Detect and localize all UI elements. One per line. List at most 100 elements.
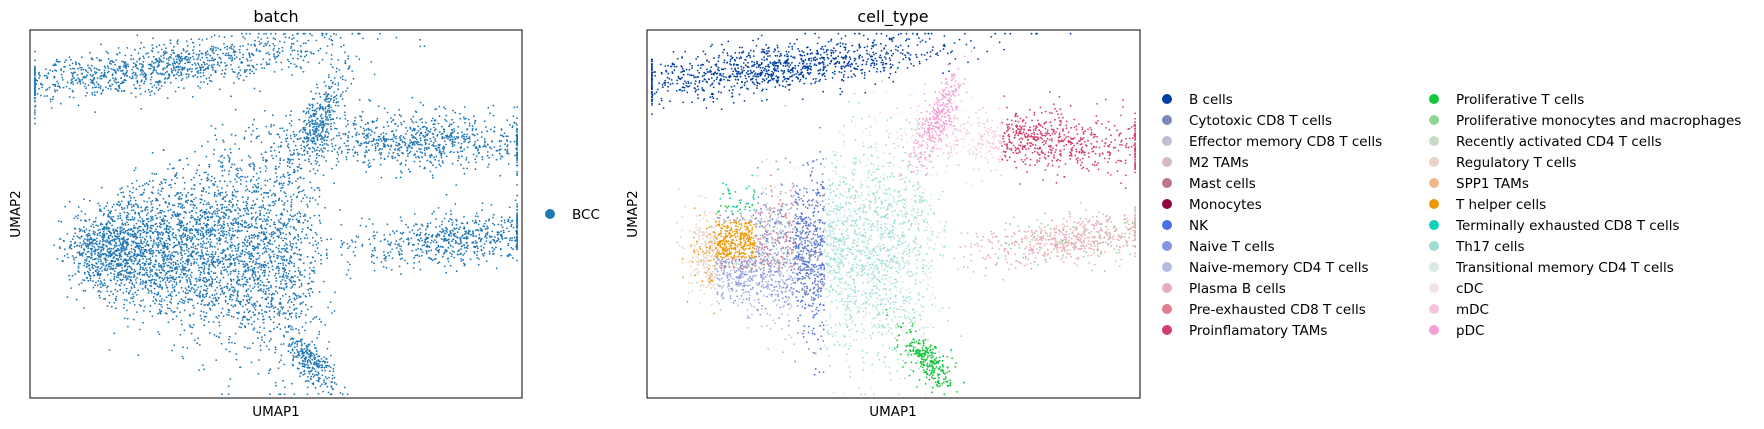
- scatter-point: [231, 233, 234, 236]
- scatter-point: [265, 297, 268, 300]
- scatter-point: [298, 219, 301, 222]
- scatter-point: [270, 299, 273, 301]
- scatter-point: [263, 246, 266, 249]
- scatter-point: [223, 36, 226, 38]
- scatter-point: [201, 364, 204, 366]
- scatter-point: [66, 81, 69, 84]
- scatter-point: [272, 233, 275, 236]
- scatter-point: [119, 212, 121, 215]
- scatter-point: [231, 68, 234, 71]
- scatter-point: [250, 59, 252, 62]
- scatter-point: [308, 292, 310, 295]
- scatter-point: [224, 195, 227, 198]
- scatter-point: [136, 277, 139, 279]
- scatter-point: [155, 86, 158, 89]
- scatter-point: [151, 44, 154, 46]
- scatter-point: [277, 236, 280, 239]
- scatter-point: [185, 226, 188, 229]
- scatter-point: [240, 175, 242, 178]
- scatter-point: [108, 301, 111, 304]
- scatter-point: [223, 206, 226, 209]
- scatter-point: [250, 290, 252, 292]
- scatter-point: [134, 87, 137, 90]
- scatter-point: [92, 226, 95, 229]
- scatter-point: [326, 238, 328, 241]
- scatter-point: [136, 242, 139, 245]
- scatter-point: [318, 214, 321, 217]
- scatter-point: [109, 79, 112, 81]
- scatter-point: [190, 283, 192, 286]
- scatter-point: [207, 271, 210, 274]
- scatter-point: [299, 176, 301, 179]
- scatter-point: [103, 212, 105, 215]
- scatter-point: [127, 259, 130, 261]
- scatter-point: [84, 289, 87, 292]
- scatter-point: [235, 299, 238, 302]
- scatter-point: [211, 245, 214, 248]
- scatter-point: [160, 190, 163, 193]
- scatter-point: [248, 318, 251, 321]
- scatter-point: [122, 237, 125, 240]
- scatter-point: [240, 326, 243, 329]
- scatter-point: [160, 300, 163, 303]
- scatter-point: [108, 262, 111, 265]
- scatter-point: [197, 70, 200, 72]
- scatter-point: [164, 281, 167, 284]
- scatter-point: [163, 263, 166, 265]
- scatter-point: [112, 77, 114, 79]
- scatter-point: [138, 185, 141, 188]
- scatter-point: [95, 266, 97, 268]
- scatter-point: [158, 277, 161, 279]
- scatter-point: [201, 244, 204, 246]
- scatter-point: [97, 202, 100, 205]
- scatter-point: [161, 237, 164, 240]
- scatter-point: [238, 279, 240, 282]
- scatter-point: [245, 204, 248, 207]
- scatter-point: [255, 179, 258, 181]
- scatter-point: [130, 255, 133, 258]
- scatter-point: [277, 146, 280, 148]
- scatter-point: [202, 228, 204, 230]
- scatter-point: [317, 203, 319, 206]
- scatter-point: [49, 100, 52, 103]
- scatter-point: [314, 159, 317, 162]
- scatter-point: [82, 243, 85, 246]
- scatter-point: [104, 257, 107, 260]
- scatter-point: [239, 322, 242, 325]
- scatter-point: [197, 57, 200, 60]
- scatter-point: [97, 83, 100, 86]
- scatter-point: [256, 63, 258, 66]
- scatter-point: [86, 91, 88, 94]
- scatter-point: [322, 174, 325, 177]
- scatter-point: [234, 178, 236, 181]
- scatter-point: [113, 203, 115, 206]
- scatter-point: [133, 62, 135, 65]
- scatter-point: [199, 273, 202, 276]
- scatter-point: [221, 198, 224, 201]
- scatter-point: [135, 237, 137, 240]
- scatter-point: [275, 246, 278, 249]
- scatter-point: [102, 236, 105, 239]
- scatter-point: [143, 305, 146, 308]
- scatter-point: [230, 315, 233, 318]
- scatter-point: [180, 205, 183, 208]
- scatter-point: [347, 135, 349, 137]
- scatter-point: [234, 57, 236, 60]
- scatter-point: [165, 296, 168, 299]
- scatter-point: [231, 227, 234, 230]
- scatter-point: [146, 227, 149, 229]
- scatter-point: [187, 75, 190, 78]
- scatter-point: [152, 55, 155, 58]
- scatter-point: [251, 269, 254, 272]
- scatter-point: [230, 280, 233, 283]
- scatter-point: [296, 177, 299, 180]
- scatter-point: [164, 181, 167, 184]
- scatter-point: [91, 92, 94, 94]
- scatter-point: [211, 250, 214, 253]
- scatter-point: [215, 237, 218, 240]
- scatter-point: [115, 257, 118, 260]
- scatter-point: [116, 230, 119, 233]
- scatter-point: [146, 273, 149, 276]
- scatter-point: [236, 275, 239, 278]
- scatter-point: [110, 305, 113, 308]
